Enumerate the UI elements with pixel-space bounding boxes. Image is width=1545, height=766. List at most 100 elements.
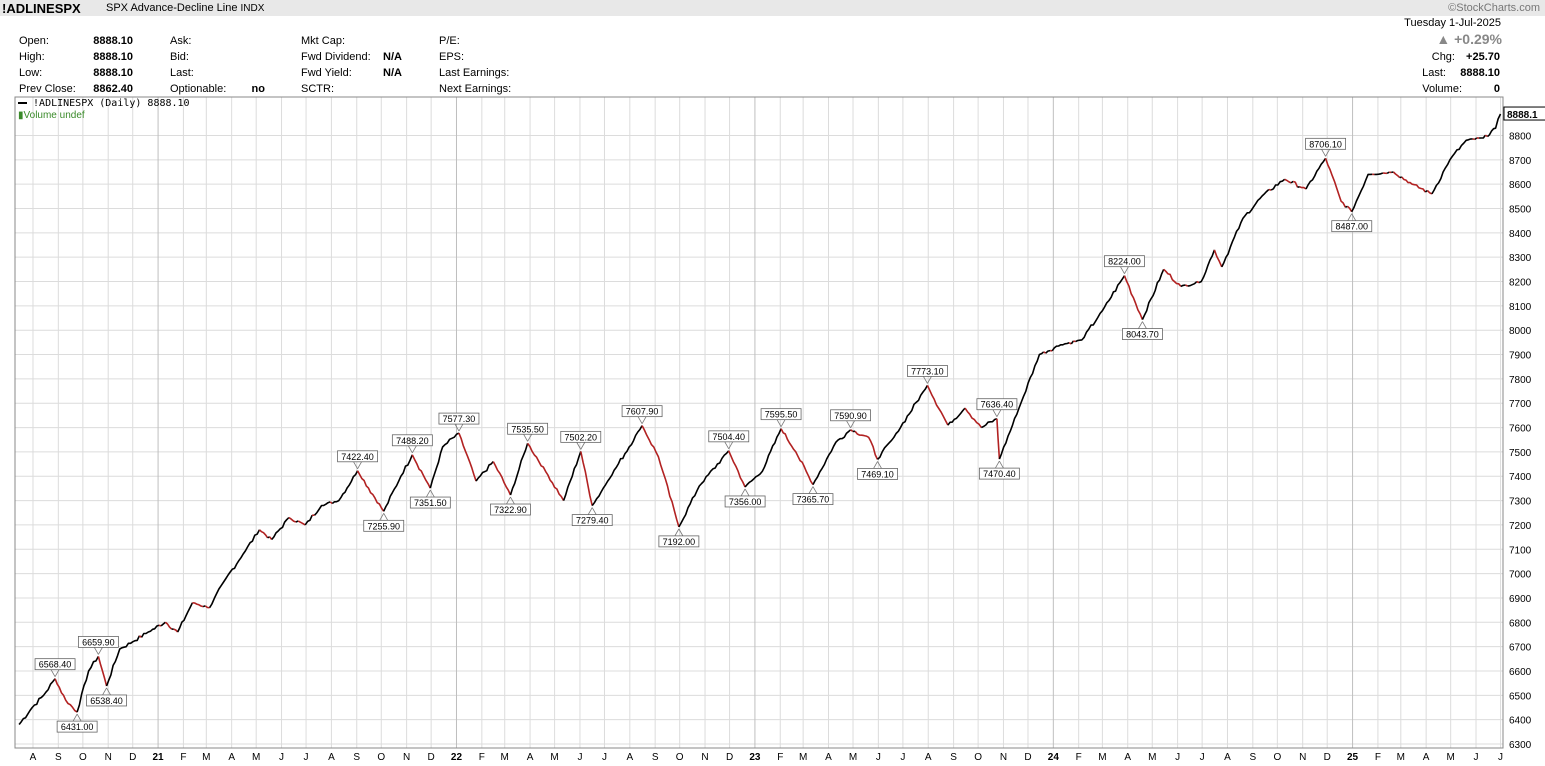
line-segment-up: [76, 656, 100, 713]
line-segment-down: [964, 407, 983, 429]
x-tick-label: M: [799, 752, 807, 763]
x-tick-label: N: [1299, 752, 1306, 763]
x-tick-label: A: [328, 752, 335, 763]
line-segment-up: [1345, 205, 1348, 209]
annotation-label: 7279.40: [576, 516, 609, 526]
x-tick-label: M: [550, 752, 558, 763]
line-segment-down: [1196, 280, 1200, 284]
line-segment-up: [1486, 113, 1502, 138]
annotation-label: 7502.20: [564, 432, 597, 442]
annotation-leader: [1351, 213, 1357, 221]
volume-value: 0: [1493, 83, 1500, 95]
annotation-leader: [1321, 149, 1326, 157]
annotation-box: [409, 496, 451, 509]
annotation-box: [571, 514, 613, 527]
prev-close-value: 8862.40: [93, 83, 133, 95]
annotation-leader: [458, 423, 464, 432]
annotation-leader: [1138, 321, 1143, 329]
line-segment-up: [271, 517, 290, 541]
annotation-box: [658, 535, 700, 548]
x-tick-label: A: [30, 752, 37, 763]
x-tick-label: M: [1447, 752, 1455, 763]
line-segment-down: [204, 605, 210, 609]
optionable-value: no: [251, 83, 265, 95]
x-tick-label: M: [1098, 752, 1106, 763]
up-triangle-icon: ▲: [1436, 31, 1451, 47]
annotation-label: 7255.90: [367, 521, 400, 531]
line-segment-down: [1163, 268, 1182, 287]
line-segment-down: [54, 678, 78, 713]
line-segment-up: [947, 407, 966, 426]
annotation-label: 6568.40: [39, 660, 72, 670]
line-segment-up: [1374, 172, 1384, 176]
eps-label: EPS:: [439, 51, 465, 63]
annotation-leader: [50, 669, 56, 677]
annotation-box: [507, 422, 549, 435]
line-segment-down: [1185, 284, 1189, 287]
x-tick-label: 23: [749, 752, 761, 763]
annotation-label: 7595.50: [765, 410, 798, 420]
fwd-dividend-label: Fwd Dividend:: [301, 51, 371, 63]
annotation-leader: [873, 461, 878, 469]
annotation-leader: [808, 486, 814, 494]
annotation-leader: [995, 460, 1000, 469]
y-tick-label: 6400: [1509, 716, 1532, 727]
y-tick-label: 8000: [1509, 326, 1532, 337]
line-segment-down: [580, 451, 593, 506]
x-tick-label: D: [428, 752, 435, 763]
annotation-box: [792, 493, 834, 505]
x-tick-label: A: [1423, 752, 1430, 763]
line-segment-down: [727, 450, 746, 488]
annotation-leader: [992, 409, 998, 417]
line-segment-up: [160, 621, 166, 627]
annotation-box: [560, 430, 602, 443]
mktcap-label: Mkt Cap:: [301, 35, 346, 47]
line-segment-up: [1270, 178, 1286, 191]
line-segment-down: [1392, 171, 1401, 179]
annotation-box: [976, 398, 1018, 411]
y-axis: 6300 6400 6500 6600 6700 6800 6900 7000 7100 7200…: [1503, 106, 1545, 751]
y-tick-label: 8700: [1509, 156, 1532, 167]
annotation-label: 8487.00: [1335, 222, 1368, 232]
line-segment-down: [780, 428, 814, 486]
line-segment-up: [1070, 340, 1075, 345]
prev-close-label: Prev Close:: [19, 83, 76, 95]
line-segment-down: [258, 529, 269, 539]
price-line: [18, 113, 1502, 725]
x-tick-label: J: [1175, 752, 1180, 763]
line-segment-up: [812, 429, 852, 485]
x-tick-label: D: [726, 752, 733, 763]
x-tick-label: J: [1498, 752, 1503, 763]
stockcharts-credit[interactable]: ©StockCharts.com: [1448, 2, 1540, 14]
line-segment-down: [1068, 342, 1072, 345]
annotation-label: 7636.40: [981, 400, 1014, 410]
description: SPX Advance-Decline Line INDX: [106, 2, 264, 14]
x-tick-label: A: [1224, 752, 1231, 763]
line-segment-down: [1401, 176, 1426, 193]
line-segment-down: [411, 454, 432, 489]
annotation-leader: [1120, 266, 1125, 274]
grid: [15, 97, 1503, 748]
x-tick-label: A: [925, 752, 932, 763]
annotation-box: [34, 658, 76, 671]
annotation-box: [363, 519, 405, 532]
line-segment-up: [1305, 157, 1327, 190]
next-earnings-label: Next Earnings:: [439, 83, 512, 95]
x-tick-label: D: [1024, 752, 1031, 763]
line-segment-down: [1043, 351, 1047, 354]
annotation-label: 7607.90: [626, 407, 659, 417]
line-segment-up: [429, 432, 460, 489]
x-tick-label: M: [202, 752, 210, 763]
line-segment-up: [678, 450, 730, 528]
annotation-box: [86, 694, 127, 707]
annotation-label: 8043.70: [1126, 330, 1159, 340]
line-segment-down: [1299, 186, 1307, 190]
y-tick-label: 7800: [1509, 375, 1532, 386]
annotation-box: [907, 365, 948, 377]
line-segment-up: [331, 470, 359, 505]
x-tick-label: S: [652, 752, 659, 763]
line-segment-down: [1292, 180, 1299, 188]
line-segment-up: [591, 425, 643, 507]
x-tick-label: M: [849, 752, 857, 763]
